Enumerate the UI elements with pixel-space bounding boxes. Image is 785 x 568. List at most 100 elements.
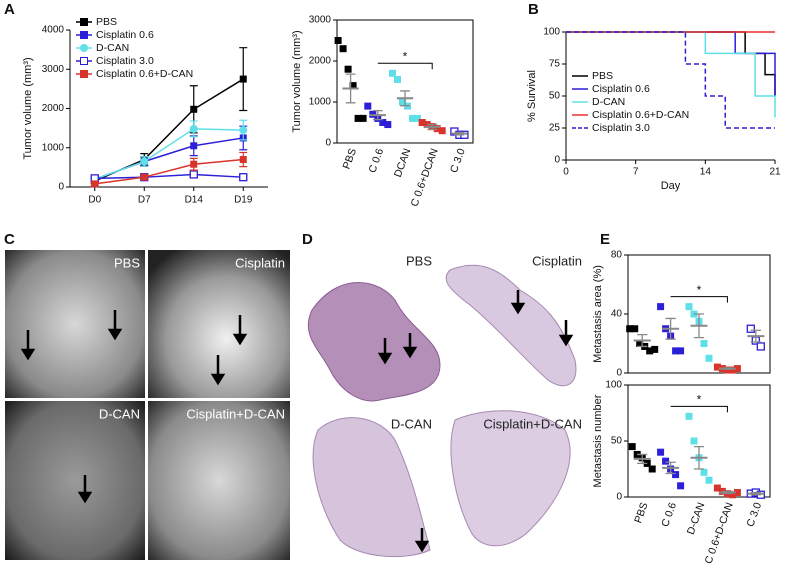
y-tick-label: 0	[325, 138, 331, 149]
point	[705, 476, 713, 484]
point	[359, 114, 367, 122]
significance-bracket	[670, 405, 728, 413]
legend-marker	[80, 57, 88, 65]
point	[239, 173, 248, 182]
point	[651, 345, 659, 353]
point	[349, 82, 357, 90]
x-tick-label: DCAN	[392, 147, 413, 179]
x-tick-label: 21	[769, 167, 781, 178]
point	[409, 114, 416, 122]
point	[399, 98, 406, 106]
point	[379, 119, 387, 126]
x-tick-label: C 0.6+DCAN	[408, 147, 440, 208]
sem-bar	[400, 90, 410, 107]
sem-bar	[722, 367, 733, 370]
point	[344, 65, 352, 73]
x-tick-label: 0	[563, 167, 569, 178]
series-line	[94, 137, 244, 180]
significance-bracket	[670, 296, 728, 303]
sem-bar	[372, 109, 383, 121]
legend-label: D-CAN	[96, 42, 129, 54]
point	[646, 347, 654, 355]
y-tick-label: 50	[611, 436, 623, 447]
x-tick-label: D-CAN	[685, 501, 708, 536]
x-tick-label: C 0.6	[659, 501, 679, 529]
point	[334, 37, 342, 44]
point	[700, 340, 708, 347]
point	[728, 491, 736, 499]
point	[690, 437, 698, 445]
y-axis-title: Metastasis area (%)	[592, 265, 604, 363]
legend-label: Cisplatin 0.6+D-CAN	[96, 68, 193, 80]
tissue	[445, 264, 577, 387]
photo-label: Cisplatin+D-CAN	[186, 406, 285, 421]
tissue	[307, 282, 441, 402]
y-axis-title: Tumor volume (mm³)	[291, 30, 303, 132]
legend-label: Cisplatin 3.0	[592, 122, 650, 134]
legend-marker	[80, 18, 88, 26]
x-tick-label: 14	[700, 167, 712, 178]
point	[657, 303, 665, 311]
photo-label: Cisplatin	[235, 255, 285, 270]
legend-label: Cisplatin 3.0	[96, 55, 154, 67]
point	[91, 180, 99, 188]
point	[700, 468, 708, 476]
point	[414, 114, 421, 122]
point	[723, 366, 731, 374]
y-tick-label: 0	[616, 492, 622, 503]
arrows	[20, 310, 248, 504]
y-tick-label: 100	[605, 380, 622, 391]
point	[746, 324, 755, 333]
x-axis-title: Day	[661, 180, 681, 192]
point	[685, 303, 693, 311]
plot-frame	[336, 19, 474, 144]
sem-bar	[750, 491, 761, 496]
sem-bar	[637, 453, 648, 465]
point	[364, 102, 372, 110]
point	[628, 443, 636, 451]
sem-bar	[722, 490, 733, 495]
point	[677, 347, 685, 355]
significance-label: *	[697, 283, 702, 297]
x-tick-label: PBS	[632, 501, 650, 525]
arrows	[377, 290, 574, 553]
point	[189, 170, 198, 179]
y-tick-label: 75	[549, 59, 561, 70]
x-tick-label: C 0.6+D-CAN	[703, 501, 736, 566]
legend-label: Cisplatin 0.6+D-CAN	[592, 109, 689, 121]
significance-bracket	[377, 62, 433, 70]
panel-letter: B	[528, 1, 539, 18]
point	[384, 121, 392, 129]
y-axis-title: Tumor volume (mm³)	[22, 57, 34, 159]
photo-grid: PBS Cisplatin D-CAN Cisplatin+D-CAN	[5, 250, 290, 560]
photo	[5, 401, 145, 560]
point	[190, 105, 198, 113]
point	[756, 342, 765, 351]
histology-grid: PBS Cisplatin D-CAN Cisplatin+D-CAN	[307, 253, 582, 557]
significance-label: *	[697, 393, 702, 407]
y-tick-label: 80	[611, 250, 623, 261]
y-tick-label: 40	[611, 309, 623, 320]
y-tick-label: 4000	[42, 25, 65, 36]
x-tick-label: D14	[185, 195, 204, 206]
point	[339, 45, 347, 53]
point	[433, 125, 441, 133]
point	[389, 69, 396, 77]
photo-label: D-CAN	[391, 416, 432, 431]
legend-label: Cisplatin 0.6	[592, 83, 650, 95]
sem-bar	[427, 123, 438, 131]
y-tick-label: 3000	[42, 64, 65, 75]
y-axis-title: Metastasis number	[592, 394, 604, 487]
point	[239, 156, 247, 164]
y-tick-label: 0	[616, 368, 622, 379]
sem-bar	[693, 445, 705, 470]
y-axis-title: % Survival	[526, 70, 538, 122]
point	[189, 124, 198, 133]
point	[239, 126, 248, 135]
series-line	[94, 128, 244, 180]
significance-label: *	[403, 49, 408, 63]
y-tick-label: 50	[549, 91, 561, 102]
point	[626, 325, 634, 333]
sem-bar	[345, 73, 356, 104]
tissue	[312, 417, 431, 557]
